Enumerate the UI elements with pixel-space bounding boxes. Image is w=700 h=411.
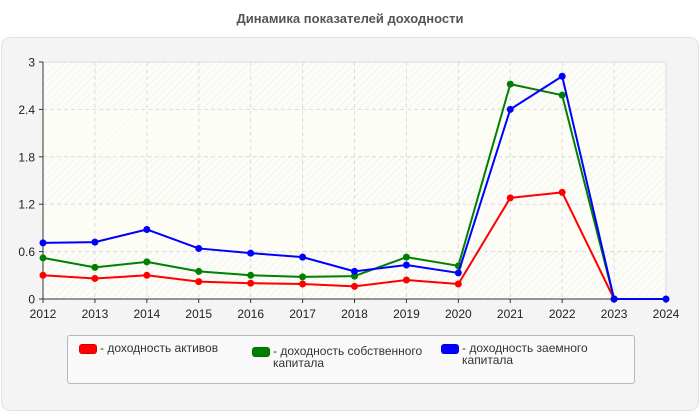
x-tick-label: 2019 — [393, 307, 420, 321]
data-point — [143, 258, 151, 266]
series-line — [39, 72, 670, 303]
data-point — [351, 267, 358, 275]
data-point — [558, 72, 566, 80]
legend-swatch-red — [79, 344, 97, 354]
x-tick-label: 2020 — [445, 307, 472, 321]
y-tick-label: 1.2 — [18, 198, 35, 212]
data-point — [558, 91, 566, 99]
legend-item-assets: - доходность активов — [79, 342, 218, 354]
x-tick-label: 2013 — [82, 307, 109, 321]
data-series — [39, 72, 670, 303]
x-tick-label: 2024 — [653, 307, 680, 321]
data-point — [247, 279, 255, 287]
data-point — [39, 254, 47, 262]
x-tick-label: 2017 — [289, 307, 316, 321]
x-tick-label: 2012 — [30, 307, 57, 321]
data-point — [143, 271, 151, 279]
data-point — [402, 253, 410, 261]
data-point — [299, 273, 307, 281]
y-tick-label: 1.8 — [18, 150, 35, 164]
x-tick-label: 2021 — [497, 307, 524, 321]
legend: - доходность активов - доходность собств… — [67, 335, 635, 384]
data-point — [195, 278, 203, 286]
data-point — [351, 282, 358, 290]
legend-item-debt: - доходность заемного капитала — [441, 342, 588, 366]
y-tick-label: 2.4 — [18, 103, 35, 117]
x-tick-label: 2016 — [237, 307, 264, 321]
data-point — [299, 253, 307, 261]
data-point — [91, 238, 99, 246]
data-point — [454, 280, 462, 288]
data-point — [195, 244, 203, 252]
data-point — [247, 271, 255, 279]
series-line — [39, 80, 618, 303]
x-tick-label: 2015 — [185, 307, 212, 321]
data-point — [662, 295, 670, 303]
y-tick-label: 3 — [28, 56, 35, 70]
legend-swatch-blue — [441, 344, 459, 354]
chart-title: Динамика показателей доходности — [236, 11, 464, 26]
data-point — [506, 194, 514, 202]
data-point — [247, 249, 255, 257]
data-point — [402, 261, 410, 269]
x-tick-label: 2022 — [549, 307, 576, 321]
data-point — [39, 239, 47, 247]
data-point — [558, 188, 566, 196]
data-point — [454, 269, 462, 277]
y-tick-label: 0.6 — [18, 245, 35, 259]
x-tick-label: 2023 — [601, 307, 628, 321]
data-point — [91, 263, 99, 271]
x-tick-label: 2014 — [133, 307, 160, 321]
data-point — [402, 276, 410, 284]
legend-swatch-green — [252, 347, 270, 357]
data-point — [91, 274, 99, 282]
y-tick-label: 0 — [28, 293, 35, 307]
data-point — [506, 105, 514, 113]
data-point — [610, 295, 618, 303]
data-point — [506, 80, 514, 88]
data-point — [39, 271, 47, 279]
legend-item-equity: - доходность собственного капитала — [252, 342, 422, 369]
x-tick-label: 2018 — [341, 307, 368, 321]
data-point — [195, 267, 203, 275]
data-point — [143, 225, 151, 233]
line-chart: 0 0.6 1.2 1.8 2.4 3 2012 2013 2014 2015 2016 2017 20… — [18, 56, 680, 322]
data-point — [299, 280, 307, 288]
